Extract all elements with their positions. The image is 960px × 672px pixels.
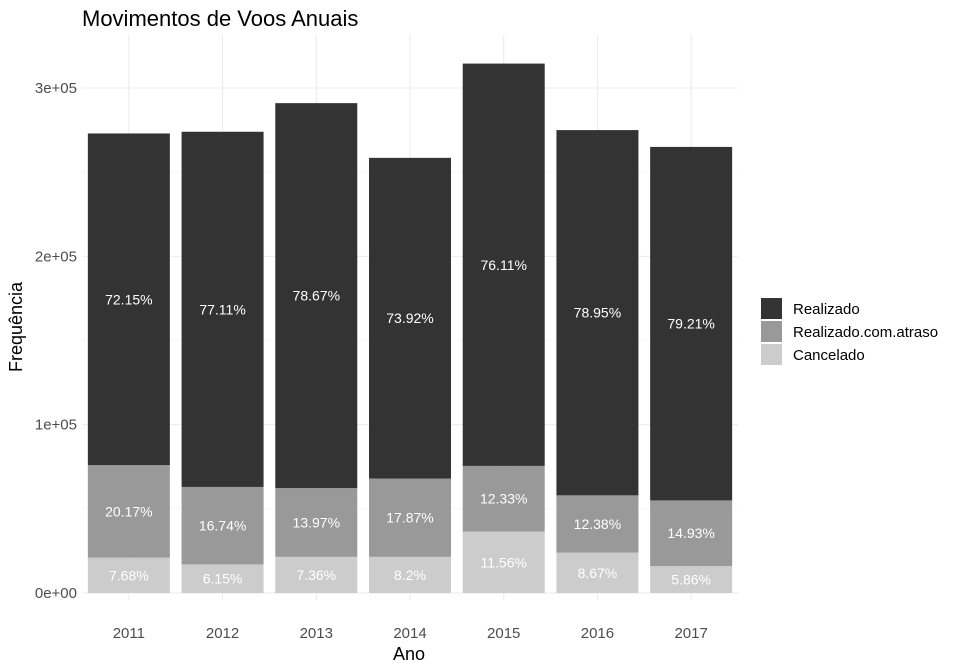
bar-percent-label: 12.33% — [480, 491, 527, 507]
bar-segment — [181, 486, 264, 565]
y-tick-label: 1e+05 — [35, 417, 77, 434]
bar-percent-label: 76.11% — [480, 257, 526, 273]
bar-percent-label: 17.87% — [386, 510, 433, 526]
bar-percent-label: 79.21% — [667, 316, 714, 332]
bar-percent-label: 7.36% — [296, 567, 336, 583]
legend-swatch — [761, 344, 782, 365]
bar-segment — [181, 564, 264, 593]
legend-swatch — [761, 298, 782, 319]
x-tick-label: 2013 — [300, 625, 333, 642]
x-tick-label: 2016 — [581, 625, 614, 642]
y-axis-title: Frequência — [6, 281, 26, 372]
bar-segment — [275, 556, 358, 593]
bar-segment — [87, 557, 170, 593]
bar-segment — [650, 566, 733, 593]
bar-segment — [556, 130, 639, 496]
bar-percent-label: 8.2% — [394, 567, 426, 583]
bar-segment — [556, 495, 639, 553]
legend: Realizado Realizado.com.atraso Cancelado — [761, 298, 938, 365]
x-tick-label: 2014 — [393, 625, 426, 642]
legend-swatch — [761, 321, 782, 342]
bar-segment — [369, 478, 451, 557]
bar-percent-label: 13.97% — [293, 514, 340, 530]
bar-labels: 7.68% 20.17% 72.15% 6.15% 16.74% 77.11% 7.36% 1… — [105, 257, 715, 588]
bar-percent-label: 12.38% — [574, 516, 621, 532]
bar-segment — [275, 103, 358, 489]
bar-segment — [556, 552, 639, 593]
bar-segment — [369, 157, 451, 479]
legend-label: Realizado.com.atraso — [793, 324, 938, 341]
bar-percent-label: 5.86% — [671, 572, 711, 588]
bar-percent-label: 7.68% — [109, 567, 149, 583]
legend-label: Cancelado — [793, 347, 865, 364]
bar-segment — [87, 133, 170, 466]
bar-segment — [275, 488, 358, 557]
bar-segment — [650, 500, 733, 567]
y-tick-label: 2e+05 — [35, 248, 77, 265]
bar-percent-label: 78.95% — [574, 305, 621, 321]
bar-segment — [369, 556, 451, 593]
y-tick-label: 0e+00 — [35, 585, 77, 602]
x-tick-label: 2015 — [487, 625, 520, 642]
y-axis: 0e+00 1e+05 2e+05 3e+05 — [35, 80, 77, 602]
bar-segment — [181, 131, 264, 487]
bar-segment — [462, 63, 545, 466]
bar-percent-label: 14.93% — [667, 525, 714, 541]
bar-segment — [462, 465, 545, 532]
bars — [87, 63, 733, 593]
bar-percent-label: 16.74% — [199, 518, 246, 534]
bar-percent-label: 11.56% — [480, 554, 526, 570]
bar-segment — [87, 465, 170, 558]
bar-segment — [462, 531, 545, 593]
bar-percent-label: 8.67% — [578, 565, 618, 581]
x-axis-title: Ano — [393, 644, 425, 664]
x-tick-label: 2011 — [113, 625, 145, 642]
bar-segment — [650, 146, 733, 501]
chart-title: Movimentos de Voos Anuais — [82, 6, 358, 31]
bar-percent-label: 20.17% — [105, 503, 152, 519]
x-tick-label: 2017 — [674, 625, 707, 642]
legend-label: Realizado — [793, 301, 860, 318]
x-axis: 2011 2012 2013 2014 2015 2016 2017 — [113, 625, 708, 642]
bar-percent-label: 73.92% — [386, 310, 433, 326]
bar-percent-label: 6.15% — [203, 571, 243, 587]
bar-percent-label: 77.11% — [199, 301, 245, 317]
bar-percent-label: 72.15% — [105, 291, 152, 307]
y-tick-label: 3e+05 — [35, 80, 77, 97]
x-tick-label: 2012 — [206, 625, 239, 642]
bar-percent-label: 78.67% — [293, 288, 340, 304]
